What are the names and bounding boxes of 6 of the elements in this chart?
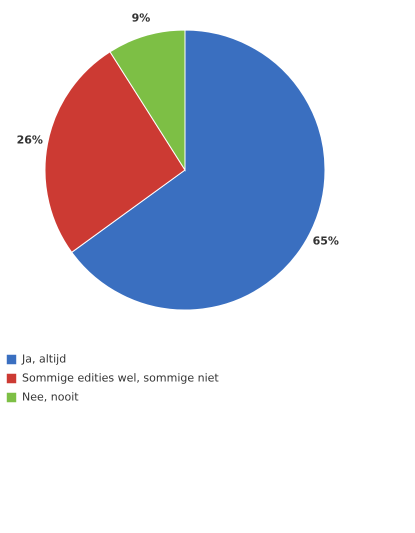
data-label: 65% bbox=[312, 234, 339, 248]
legend-label: Ja, altijd bbox=[21, 352, 66, 366]
data-label: 26% bbox=[16, 133, 43, 146]
legend-label: Nee, nooit bbox=[22, 390, 80, 404]
data-label: 9% bbox=[132, 11, 150, 24]
legend-label: Sommige edities wel, sommige niet bbox=[22, 372, 220, 384]
